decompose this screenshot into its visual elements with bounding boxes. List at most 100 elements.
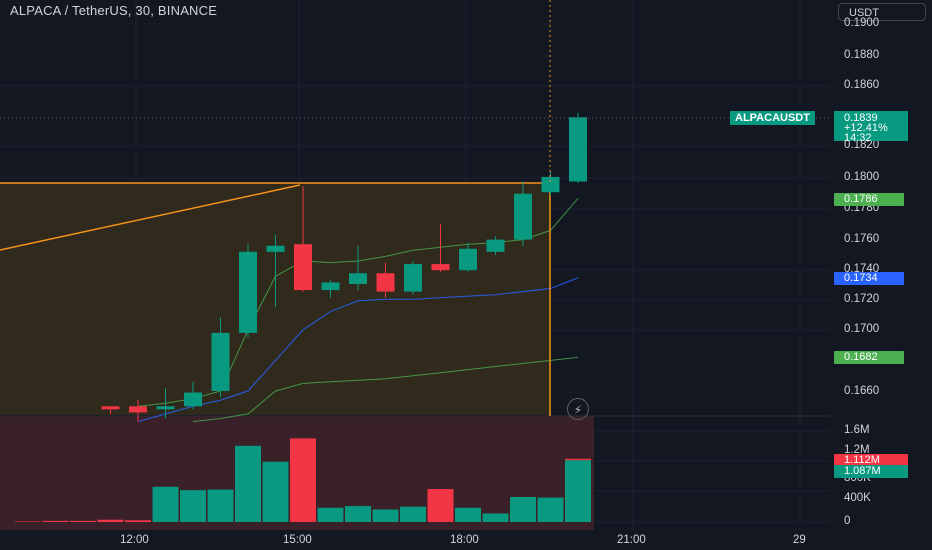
- volume-tick-label: 1.6M: [844, 424, 870, 436]
- time-tick-label: 12:00: [120, 534, 149, 546]
- price-tick-label: 0.1660: [844, 385, 880, 397]
- candle-body: [156, 406, 175, 410]
- volume-bar: [510, 496, 536, 522]
- volume-tick-label: 400K: [844, 492, 871, 504]
- candle-body: [376, 273, 395, 292]
- candle: [459, 242, 477, 272]
- volume-bar-body: [262, 461, 289, 522]
- volume-bar-body: [372, 509, 399, 522]
- candle: [431, 224, 450, 272]
- volume-bar-body: [427, 489, 454, 522]
- volume-bar-body: [317, 507, 344, 522]
- volume-bar: [152, 486, 179, 522]
- candle: [211, 317, 230, 398]
- symbol-title[interactable]: ALPACA / TetherUS, 30, BINANCE: [10, 3, 218, 18]
- crosshair: [0, 0, 830, 183]
- volume-bar: [15, 521, 41, 522]
- candle-body: [404, 264, 422, 292]
- indicator-value-tag: 0.1734: [834, 272, 904, 285]
- volume-bar: [317, 507, 344, 522]
- volume-bar: [42, 520, 69, 522]
- volume-bar: [97, 519, 124, 522]
- candle-body: [266, 245, 285, 252]
- last-price: 0.1839: [844, 112, 878, 124]
- candle: [129, 400, 147, 422]
- volume-tick-label: 0: [844, 515, 851, 527]
- last-price-tag: 0.1839 +12.41% 14:32: [834, 111, 908, 144]
- volume-tick-label: 1.2M: [844, 444, 870, 456]
- volume-bar: [537, 497, 564, 522]
- volume-value-tag: 1.112M: [834, 454, 908, 467]
- volume-bar-body: [42, 520, 69, 522]
- volume-bar-body: [152, 486, 179, 522]
- volume-bar-body: [345, 506, 371, 522]
- candle-body: [184, 392, 202, 407]
- volume-bar-body: [180, 490, 206, 522]
- candle: [239, 244, 257, 338]
- price-tick-label: 0.1800: [844, 171, 880, 183]
- volume-bar-body: [510, 496, 536, 522]
- volume-bar: [372, 509, 399, 522]
- candle-body: [541, 176, 560, 193]
- candle: [294, 186, 312, 292]
- volume-bar: [70, 520, 96, 522]
- candle-body: [321, 282, 340, 291]
- candle: [184, 381, 202, 410]
- volume-bar-body: [235, 445, 261, 522]
- volume-bar: [180, 490, 206, 522]
- volume-bar-cap: [565, 458, 591, 461]
- volume-bar: [400, 506, 426, 522]
- candles-layer: [101, 112, 587, 422]
- candle: [321, 279, 340, 298]
- volume-bar-body: [482, 513, 509, 522]
- candle: [266, 235, 285, 307]
- candle: [514, 181, 532, 246]
- volume-bar: [427, 489, 454, 522]
- price-tick-label: 0.1820: [844, 139, 880, 151]
- candle-body: [431, 264, 450, 271]
- volume-bar-body: [537, 497, 564, 522]
- price-tick-label: 0.1860: [844, 79, 880, 91]
- candle-body: [569, 117, 587, 182]
- time-tick-label: 21:00: [617, 534, 646, 546]
- volume-bar: [207, 489, 234, 522]
- candle-body: [349, 273, 367, 284]
- candle-body: [129, 406, 147, 413]
- candle-body: [294, 244, 312, 291]
- volume-bar: [290, 438, 316, 522]
- volume-bar: [455, 507, 481, 522]
- volume-bar: [125, 520, 151, 522]
- candle: [541, 170, 560, 196]
- volume-bar-body: [400, 506, 426, 522]
- candle: [569, 112, 587, 184]
- candle: [404, 261, 422, 295]
- bar-countdown: 14:32: [844, 132, 872, 144]
- candle-body: [211, 332, 230, 391]
- vwap-line: [137, 277, 579, 423]
- volume-bar-body: [70, 520, 96, 522]
- trend-line: [0, 184, 301, 251]
- volume-bar-body: [97, 519, 124, 522]
- candle: [156, 387, 175, 419]
- price-tick-label: 0.1700: [844, 323, 880, 335]
- candle-body: [459, 248, 477, 271]
- volume-bar-body: [565, 460, 591, 522]
- candle: [486, 236, 505, 255]
- time-tick-label: 15:00: [283, 534, 312, 546]
- indicator-value-tag: 0.1786: [834, 193, 904, 206]
- time-tick-label: 29: [793, 534, 806, 546]
- candle-body: [514, 193, 532, 240]
- price-tick-label: 0.1720: [844, 293, 880, 305]
- currency-selector[interactable]: USDT: [838, 3, 926, 21]
- volume-bar: [235, 445, 261, 522]
- price-change: +12.41%: [844, 122, 888, 134]
- candle: [376, 262, 395, 298]
- price-tick-label: 0.1880: [844, 49, 880, 61]
- volume-bar-body: [125, 520, 151, 522]
- volume-bar-body: [207, 489, 234, 522]
- lightning-icon[interactable]: ⚡︎: [567, 398, 589, 420]
- volume-layer: [15, 438, 591, 522]
- time-tick-label: 18:00: [450, 534, 479, 546]
- volume-value-tag: 1.087M: [834, 465, 908, 478]
